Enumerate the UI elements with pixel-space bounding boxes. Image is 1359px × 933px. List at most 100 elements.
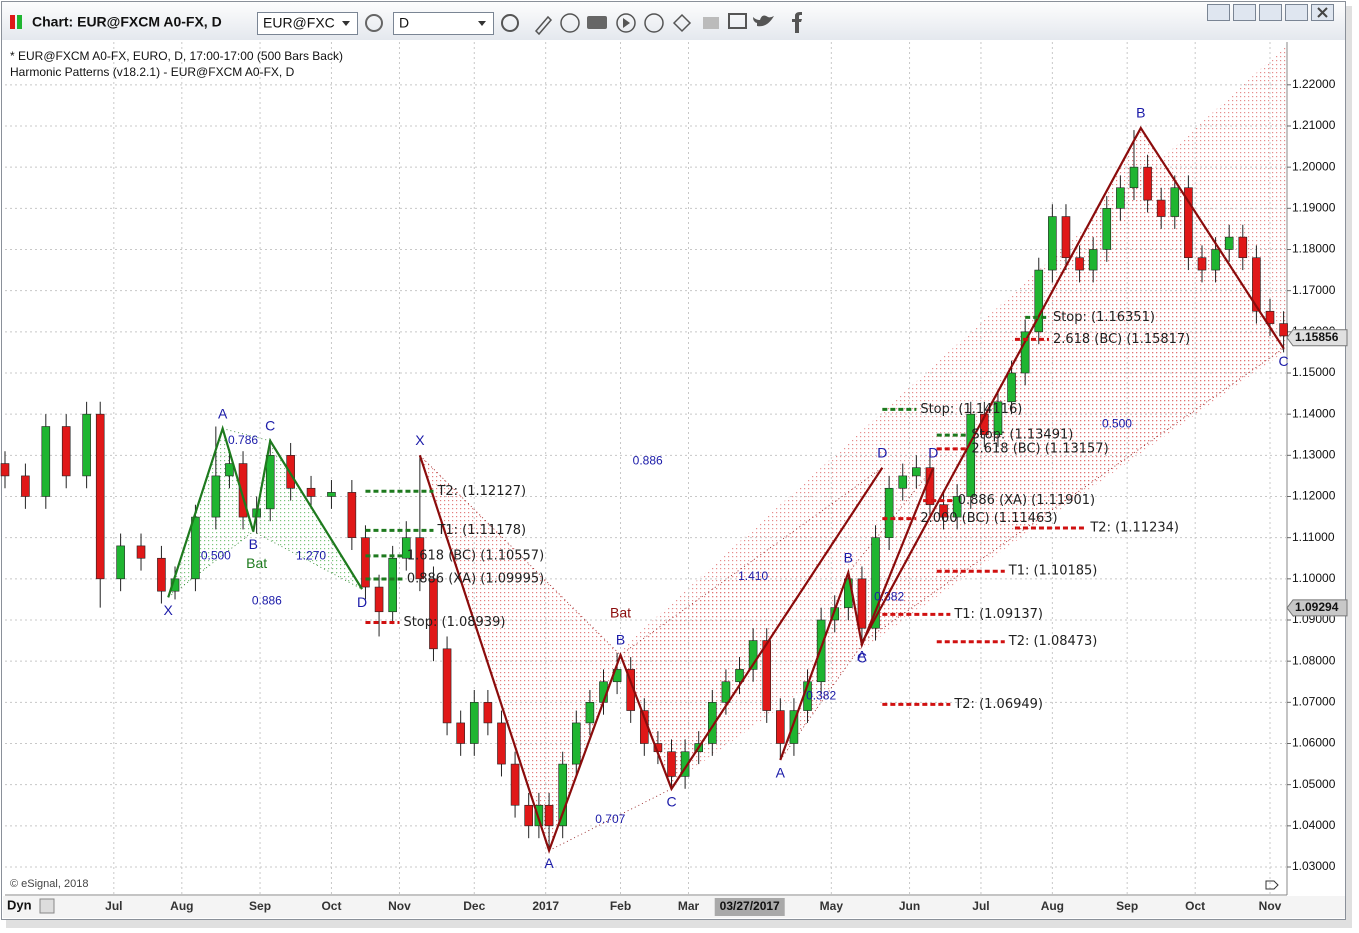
candle-body [939, 504, 948, 518]
pattern-ratio: 0.382 [874, 590, 904, 604]
candle-body [1170, 187, 1180, 217]
study-icon[interactable] [560, 13, 580, 33]
x-tick-label: Nov [1259, 899, 1282, 913]
chart-title: * EUR@FXCM A0-FX, EURO, D, 17:00-17:00 (… [10, 49, 343, 63]
cursor-price-label: 1.09294 [1295, 600, 1339, 614]
x-tick-label: Aug [170, 899, 193, 913]
lock-icon[interactable] [39, 898, 55, 914]
x-tick-label: Oct [1185, 899, 1205, 913]
pattern-point-label: C [265, 418, 275, 434]
minimize-button[interactable] [1259, 4, 1282, 21]
pattern-point-label: A [544, 855, 554, 871]
candle-body [1279, 323, 1288, 337]
candle-body [306, 487, 316, 497]
pattern-line [418, 454, 884, 854]
y-tick-label: 1.21000 [1292, 118, 1336, 132]
candle-body [1007, 372, 1016, 403]
alert-icon[interactable] [644, 13, 664, 33]
cursor-price-box [1286, 599, 1348, 617]
candle-body [238, 463, 248, 518]
last-price-label: 1.15856 [1295, 330, 1339, 344]
level-label: 2.618 (BC) (1.15817) [1053, 332, 1190, 347]
twitter-icon[interactable] [753, 15, 774, 27]
pattern-ratio: 0.500 [201, 548, 231, 562]
dropdown-arrow[interactable] [342, 21, 350, 26]
last-price-box [1286, 329, 1348, 347]
candle-body [265, 455, 275, 510]
candle-body [469, 702, 479, 744]
x-tick-label: Feb [610, 899, 631, 913]
candle-body [898, 475, 908, 489]
candle-body [585, 702, 595, 724]
candle-body [483, 702, 493, 724]
x-tick-label: Oct [321, 899, 341, 913]
y-tick-label: 1.14000 [1292, 406, 1336, 420]
pattern-name: Bat [610, 605, 631, 621]
play-icon[interactable] [616, 13, 636, 33]
chat-icon[interactable] [728, 13, 747, 29]
candle-body [1075, 257, 1084, 271]
pattern-ratio: 0.886 [633, 454, 663, 468]
y-tick-label: 1.22000 [1292, 77, 1336, 91]
restore-button[interactable] [1233, 4, 1256, 21]
get-icon[interactable] [587, 16, 607, 29]
candle-body [1211, 249, 1220, 271]
symbol-box[interactable] [257, 12, 358, 35]
pencil-icon[interactable] [534, 15, 553, 36]
pattern-point-label: A [857, 647, 867, 663]
pattern-connector [548, 788, 672, 851]
maximize-button[interactable] [1285, 4, 1308, 21]
symbol[interactable]: EUR@FXC [263, 15, 335, 31]
interval-box[interactable] [393, 12, 494, 35]
candle-body [1020, 331, 1030, 374]
pattern-line [860, 125, 1285, 644]
interval[interactable]: D [399, 15, 409, 31]
candle-body [912, 467, 921, 477]
dropdown-arrow[interactable] [478, 21, 486, 26]
x-tick-label: Sep [1116, 899, 1138, 913]
candle-body [347, 492, 357, 538]
pattern-point-label: A [776, 765, 786, 781]
settings-icon[interactable] [365, 14, 383, 32]
level-label: 2.000 (BC) (1.11463) [920, 511, 1057, 526]
pattern-point-label: B [616, 632, 625, 648]
help-button[interactable] [1207, 4, 1230, 21]
candle-body [680, 751, 690, 777]
candle-body [571, 722, 581, 765]
y-tick-label: 1.05000 [1292, 777, 1336, 791]
level-label: T1: (1.09137) [953, 607, 1043, 622]
facebook-icon[interactable] [792, 12, 802, 33]
level-label: T1: (1.10185) [1008, 564, 1098, 579]
clock-icon[interactable] [501, 14, 519, 32]
ebs-icon[interactable] [703, 17, 719, 29]
pattern-connector [253, 531, 363, 590]
y-tick-label: 1.12000 [1292, 489, 1336, 503]
pattern-connector [222, 428, 271, 442]
x-tick-label: Jul [105, 899, 122, 913]
candle-body [1034, 269, 1044, 333]
x-tick-label: Aug [1041, 899, 1064, 913]
pattern-line [167, 424, 363, 598]
pattern-point-label: C [1279, 353, 1289, 369]
pattern-point-label: X [415, 432, 425, 448]
level-label: T1: (1.11178) [436, 523, 526, 538]
link-icon[interactable] [672, 13, 692, 33]
pattern-point-label: B [1136, 105, 1145, 121]
candle-body [191, 516, 200, 580]
candle-body [456, 722, 465, 744]
y-tick-label: 1.08000 [1292, 653, 1336, 667]
pattern-point-label: D [357, 594, 367, 610]
x-tick-label: Jun [899, 899, 920, 913]
candle-body [116, 545, 125, 580]
level-label: 0.886 (XA) (1.11901) [958, 493, 1095, 508]
candle-body [442, 648, 452, 724]
scroll-icon[interactable] [1265, 880, 1279, 890]
pattern-fill [620, 467, 883, 789]
candle-body [857, 578, 867, 629]
window-title: Chart: EUR@FXCM A0-FX, D [32, 14, 222, 30]
y-tick-label: 1.19000 [1292, 200, 1336, 214]
candle-body [884, 487, 894, 538]
candle-body [429, 578, 438, 650]
candle-body [415, 537, 425, 580]
